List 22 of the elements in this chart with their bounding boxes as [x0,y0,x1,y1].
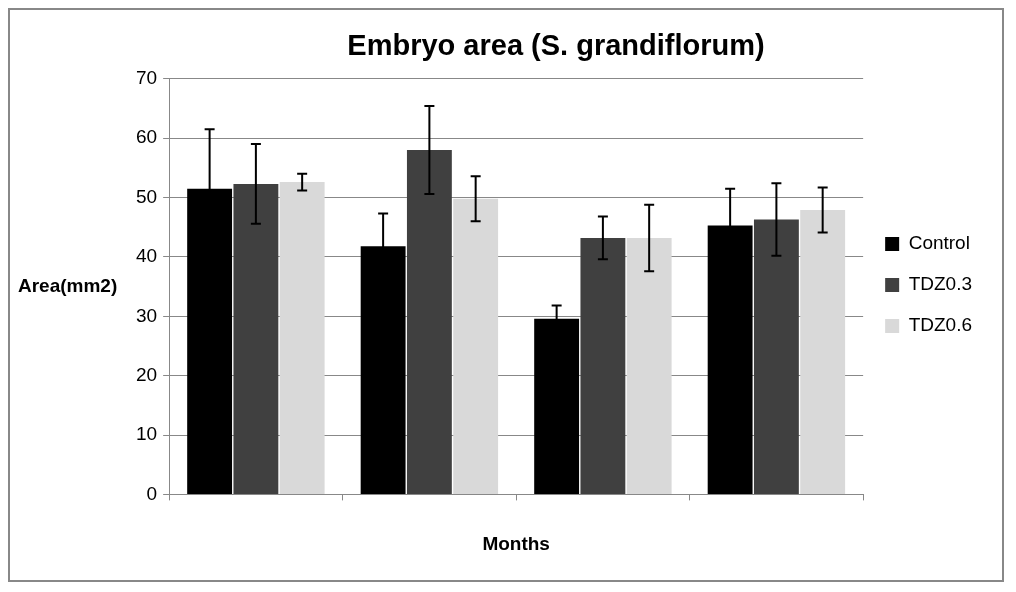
bar [626,237,672,494]
legend-label: Control [908,232,970,254]
y-tick-label: 0 [146,482,158,504]
bar [800,210,846,494]
x-axis-title: Months [482,532,550,554]
y-tick-label: 50 [135,185,158,207]
bar [753,219,799,494]
y-tick-label: 30 [135,304,158,326]
y-tick-label: 20 [135,363,158,385]
legend-label: TDZ0.6 [908,314,973,336]
y-tick-label: 10 [135,423,158,445]
legend-label: TDZ0.3 [908,273,973,295]
bar [453,198,499,494]
chart-title: Embryo area (S. grandiflorum) [347,29,765,62]
bar [279,182,325,494]
y-tick-label: 60 [135,126,158,148]
y-tick-label: 70 [135,67,158,89]
bar [406,150,452,494]
bar [580,237,626,494]
bar [233,183,279,494]
y-axis-title: Area(mm2) [18,274,118,296]
y-tick-label: 40 [135,245,158,267]
